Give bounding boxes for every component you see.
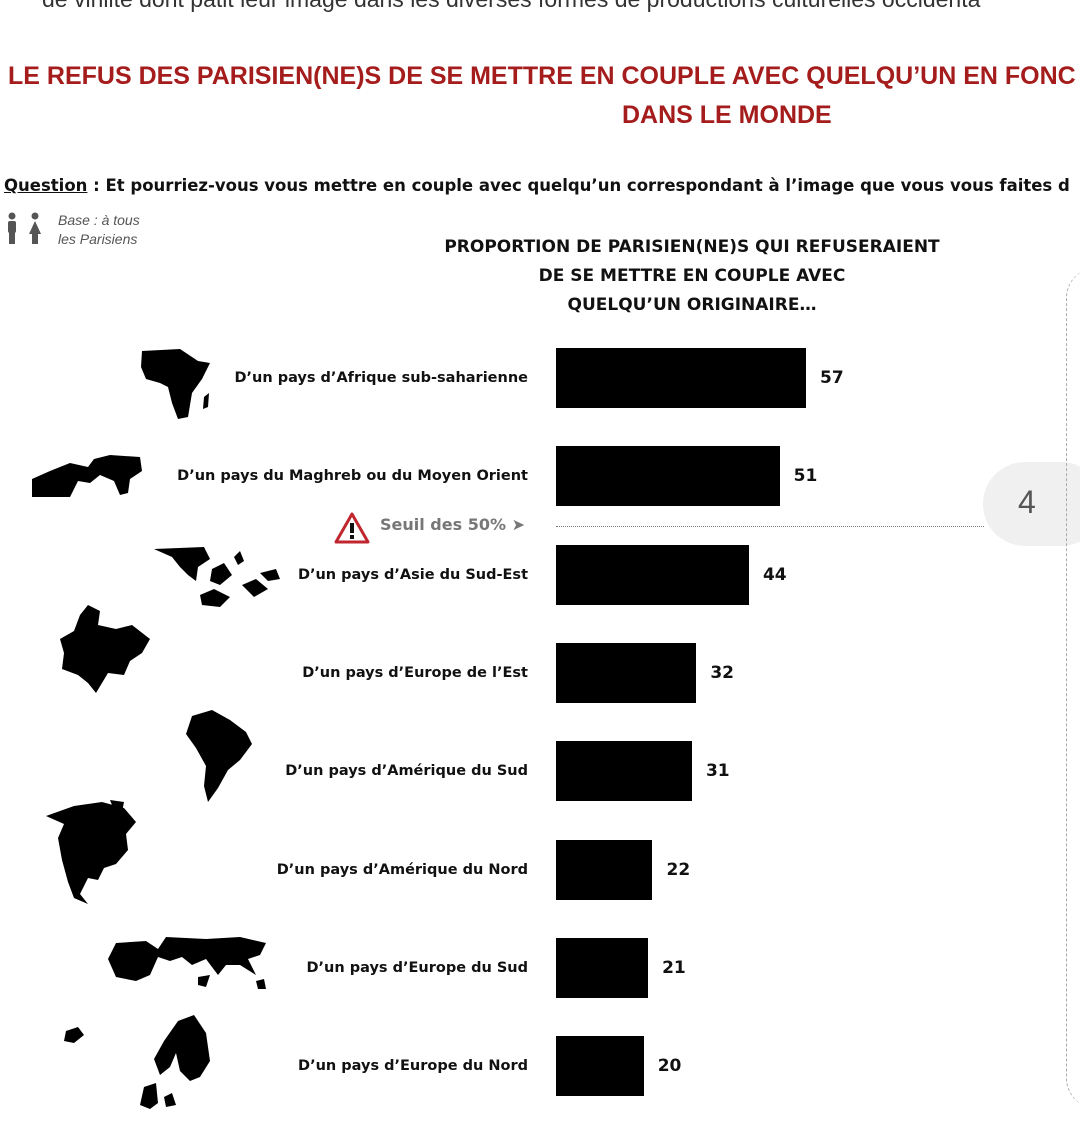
northern-europe-map-icon <box>64 1015 210 1109</box>
value-label: 32 <box>710 662 735 683</box>
page-title-line2: DANS LE MONDE <box>622 101 832 129</box>
south-america-map-icon <box>186 710 252 802</box>
page-number-tab[interactable] <box>983 462 1080 546</box>
base-line1: Base : à tous <box>58 212 140 228</box>
page-number: 4 <box>1018 484 1036 520</box>
chart-title: PROPORTION DE PARISIEN(NE)S QUI REFUSERA… <box>392 233 992 320</box>
chart-title-line1: PROPORTION DE PARISIEN(NE)S QUI REFUSERA… <box>444 237 940 257</box>
category-label: D’un pays d’Europe de l’Est <box>302 664 528 681</box>
dashed-bracket <box>1066 268 1080 1108</box>
threshold-label: Seuil des 50% ➤ <box>380 515 525 534</box>
bar <box>556 544 749 605</box>
question: Question : Et pourriez-vous vous mettre … <box>4 176 1070 195</box>
intro-text: de virilité dont pâtit leur image dans l… <box>42 0 1080 13</box>
eastern-europe-map-icon <box>60 605 150 693</box>
bar <box>556 348 806 408</box>
category-label: D’un pays d’Europe du Sud <box>306 959 528 976</box>
chart-title-line3: QUELQU’UN ORIGINAIRE… <box>567 295 817 315</box>
maghreb-middle-east-map-icon <box>32 455 142 497</box>
chart-title-line2: DE SE METTRE EN COUPLE AVEC <box>538 266 846 286</box>
southeast-asia-map-icon <box>154 547 280 607</box>
category-label: D’un pays d’Afrique sub-saharienne <box>234 370 528 386</box>
bar <box>556 1036 644 1097</box>
value-label: 22 <box>666 859 691 880</box>
value-label: 44 <box>762 564 787 585</box>
base-note: Base : à tous les Parisiens <box>58 211 140 249</box>
value-label: 21 <box>662 957 686 978</box>
base-line2: les Parisiens <box>58 231 138 247</box>
north-america-map-icon <box>46 800 136 904</box>
value-label: 31 <box>705 761 730 782</box>
bar <box>556 642 697 703</box>
category-label: D’un pays d’Amérique du Nord <box>276 861 528 878</box>
value-label: 20 <box>657 1056 682 1077</box>
africa-map-icon <box>141 349 210 419</box>
southern-europe-map-icon <box>108 937 266 989</box>
category-label: D’un pays d’Amérique du Sud <box>285 763 528 780</box>
question-text: : Et pourriez-vous vous mettre en couple… <box>87 176 1070 195</box>
bar <box>556 937 649 998</box>
page-title-line1: LE REFUS DES PARISIEN(NE)S DE SE METTRE … <box>8 62 1076 90</box>
question-label: Question <box>4 176 88 195</box>
bar <box>556 839 653 900</box>
bar <box>556 741 692 802</box>
bar <box>556 446 780 507</box>
category-label: D’un pays d’Europe du Nord <box>298 1058 528 1075</box>
value-label: 57 <box>820 368 844 388</box>
threshold-line <box>556 526 984 527</box>
people-icon <box>8 212 41 244</box>
warning-icon <box>334 512 370 544</box>
value-label: 51 <box>793 466 818 487</box>
category-label: D’un pays du Maghreb ou du Moyen Orient <box>177 468 528 485</box>
category-label: D’un pays d’Asie du Sud-Est <box>297 566 528 583</box>
